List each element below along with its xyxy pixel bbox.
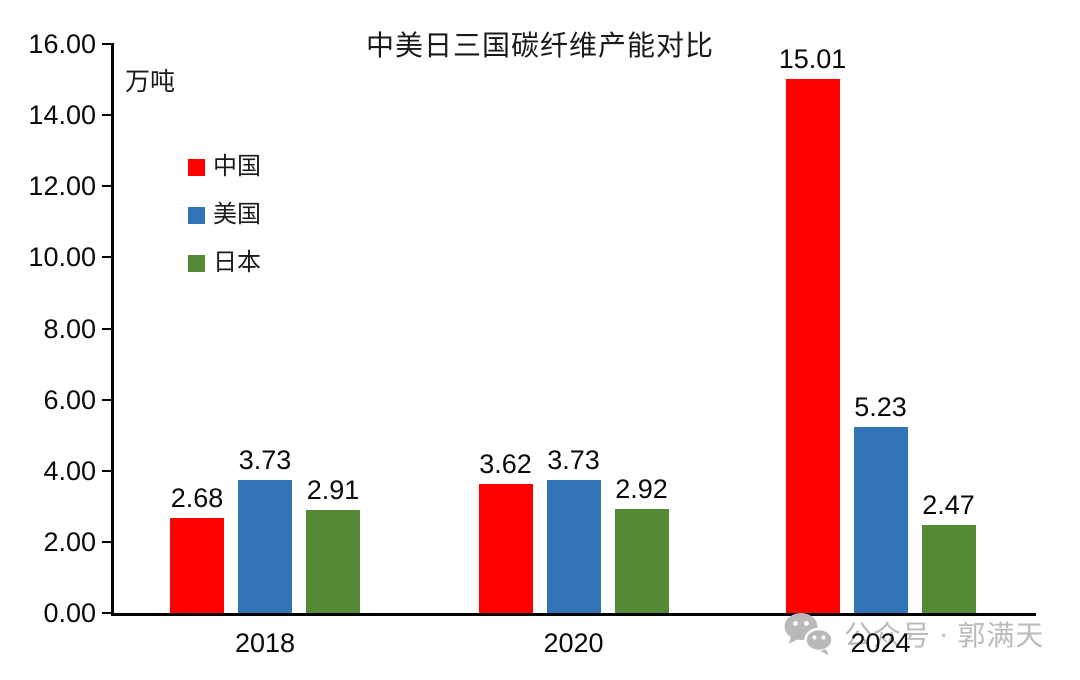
value-label-japan-2018: 2.91 [306,475,360,505]
bar-china-2020 [478,484,533,613]
bar-china-2024 [785,79,840,613]
x-tick-label-2024: 2024 [850,628,911,658]
value-label-usa-2024: 5.23 [854,392,907,422]
y-tick-mark [102,327,113,330]
y-tick-mark [102,612,113,614]
y-tick-label: 16.00 [28,29,96,59]
legend-item-usa: 美国 [188,203,261,227]
y-tick-mark [102,43,113,45]
legend-swatch-usa [188,206,205,224]
bar-usa-2020 [546,480,601,613]
y-tick-mark [102,469,113,472]
y-tick-label: 2.00 [43,526,96,557]
y-axis-unit-label: 万吨 [125,69,176,96]
value-label-japan-2024: 2.47 [922,490,975,520]
y-tick-mark [102,185,113,188]
value-label-china-2020: 3.62 [479,449,532,479]
y-axis-line [111,43,114,616]
bar-china-2018 [170,518,224,613]
value-label-china-2024: 15.01 [778,44,847,74]
y-tick-label: 4.00 [43,455,96,486]
y-tick-label: 12.00 [28,171,96,202]
y-tick-label: 6.00 [43,384,96,415]
y-tick-label: 8.00 [43,313,96,344]
legend-label-china: 中国 [213,154,261,180]
y-tick-mark [102,114,113,117]
bar-japan-2018 [306,510,360,613]
legend-label-usa: 美国 [213,202,261,228]
bar-japan-2020 [614,509,669,613]
bar-usa-2024 [853,427,908,613]
legend-item-china: 中国 [188,155,261,179]
y-tick-mark [102,398,113,401]
legend-item-japan: 日本 [188,251,261,275]
y-tick-mark [102,540,113,543]
bar-japan-2024 [921,525,976,613]
legend-swatch-china [188,158,205,176]
value-label-usa-2018: 3.73 [238,445,292,475]
chart-title: 中美日三国碳纤维产能对比 [365,31,714,62]
y-tick-mark [102,256,113,259]
x-axis-line [111,613,1036,616]
bar-usa-2018 [238,480,292,613]
legend-label-japan: 日本 [213,250,261,276]
x-tick-label-2018: 2018 [234,628,296,658]
y-tick-label: 10.00 [28,242,96,273]
legend-swatch-japan [188,254,205,272]
x-tick-label-2020: 2020 [543,628,604,658]
value-label-japan-2020: 2.92 [615,474,668,504]
value-label-china-2018: 2.68 [170,483,224,513]
value-label-usa-2020: 3.73 [547,445,600,475]
y-tick-label: 14.00 [28,100,96,131]
y-tick-label: 0.00 [43,598,96,628]
